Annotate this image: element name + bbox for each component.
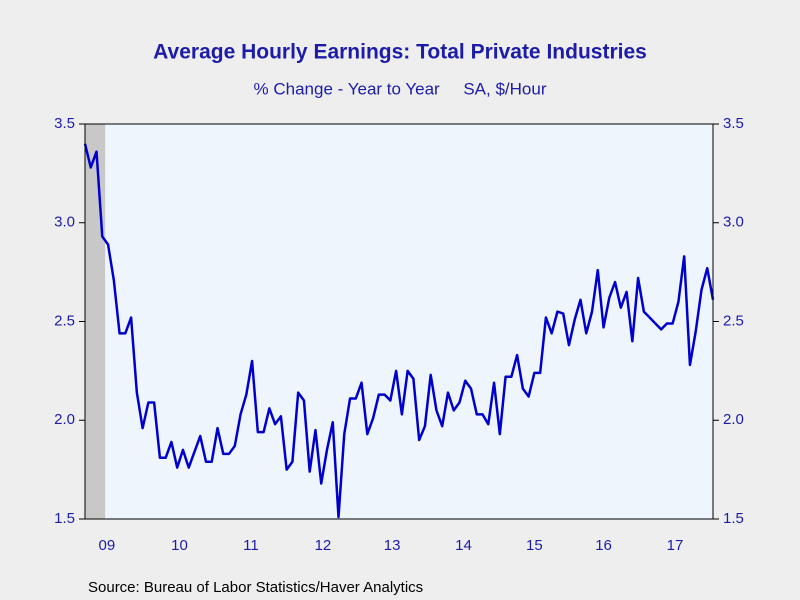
y-tick-label: 1.5 xyxy=(54,510,75,527)
data-line xyxy=(83,143,715,519)
plot-border xyxy=(84,123,714,520)
plot-area xyxy=(85,124,713,519)
x-tick-label: 17 xyxy=(667,537,684,554)
y2-tick-label: 3.0 xyxy=(723,214,744,231)
y-tick-label: 3.0 xyxy=(54,214,75,231)
x-tick-label: 10 xyxy=(171,537,188,554)
y2-tick-label: 3.5 xyxy=(723,115,744,132)
y-tick-label: 2.0 xyxy=(54,411,75,428)
x-tick-label: 14 xyxy=(455,537,472,554)
x-tick-label: 12 xyxy=(315,537,332,554)
y2-tick-label: 2.5 xyxy=(723,312,744,329)
y-tick-label: 2.5 xyxy=(54,312,75,329)
source-note: Source: Bureau of Labor Statistics/Haver… xyxy=(88,579,423,596)
y-tick-label: 3.5 xyxy=(54,115,75,132)
chart-title: Average Hourly Earnings: Total Private I… xyxy=(153,41,647,64)
x-tick-label: 16 xyxy=(595,537,612,554)
x-tick-label: 15 xyxy=(526,537,543,554)
x-tick-label: 09 xyxy=(99,537,116,554)
x-tick-label: 11 xyxy=(243,537,259,554)
x-tick-label: 13 xyxy=(384,537,401,554)
y2-tick-label: 1.5 xyxy=(723,510,744,527)
chart-subtitle: % Change - Year to Year SA, $/Hour xyxy=(254,79,547,98)
y2-tick-label: 2.0 xyxy=(723,411,744,428)
shaded-band xyxy=(85,124,106,519)
